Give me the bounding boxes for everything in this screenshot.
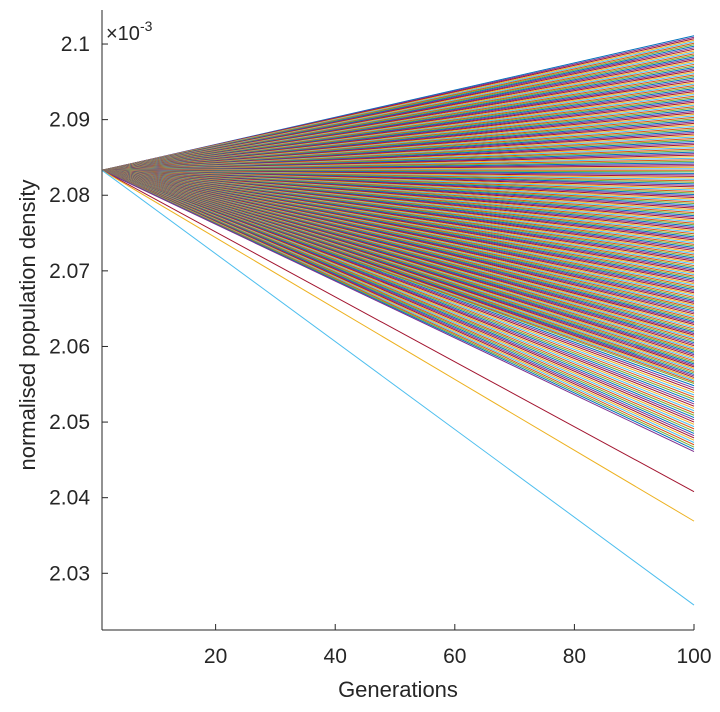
series-line: [101, 169, 695, 453]
y-tick-label: 2.03: [49, 562, 90, 585]
y-tick-label: 2.1: [61, 33, 90, 56]
y-axis-title: normalised population density: [15, 179, 40, 470]
x-tick-label: 80: [563, 645, 586, 668]
y-tick-label: 2.07: [49, 260, 90, 283]
y-exponent-power: -3: [140, 18, 153, 34]
y-exponent-base: ×10: [106, 23, 140, 45]
series-line: [101, 169, 695, 606]
y-tick-label: 2.04: [49, 487, 90, 510]
x-axis-title: Generations: [338, 677, 458, 702]
x-tick-label: 60: [443, 645, 466, 668]
x-tick-label: 40: [324, 645, 347, 668]
y-tick-label: 2.08: [49, 184, 90, 207]
ticks: 20 40 60 80 100 2.03 2.04 2.05 2.06 2.07 2.08 2.09 2…: [49, 33, 711, 668]
y-tick-label: 2.09: [49, 109, 90, 132]
series-line: [101, 169, 695, 522]
x-tick-label: 20: [204, 645, 227, 668]
axes: [101, 10, 694, 631]
y-tick-label: 2.05: [49, 411, 90, 434]
x-tick-label: 100: [676, 645, 711, 668]
y-exponent-label: ×10-3: [106, 18, 153, 45]
series-lines: [101, 35, 695, 606]
y-tick-label: 2.06: [49, 335, 90, 358]
series-line: [101, 169, 695, 493]
